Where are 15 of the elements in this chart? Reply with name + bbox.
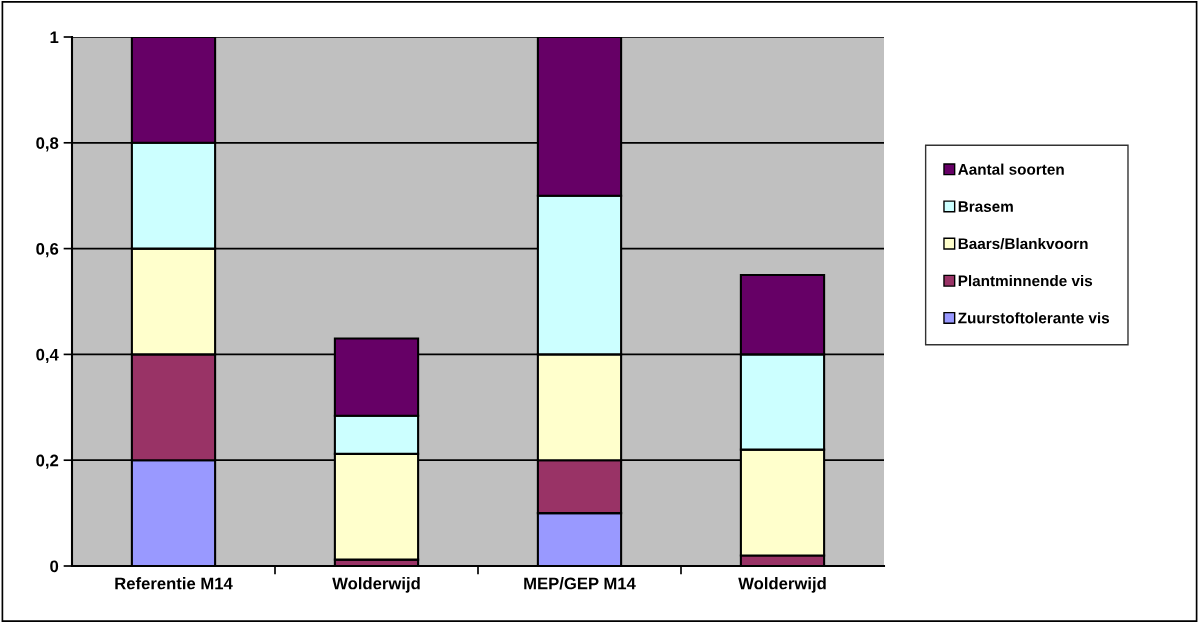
y-tick-label: 0,8 bbox=[36, 137, 59, 152]
y-tick-label: 0 bbox=[50, 560, 59, 573]
x-tick-label: Wolderwijd bbox=[738, 577, 826, 593]
x-tick-label: MEP/GEP M14 bbox=[524, 577, 636, 590]
y-tick-label: 0,4 bbox=[36, 348, 59, 364]
legend-label: Aantal soorten bbox=[958, 163, 1064, 175]
legend-label: Baars/Blankvoorn bbox=[958, 237, 1088, 250]
x-tick-label: Referentie M14 bbox=[115, 577, 233, 590]
legend-label: Plantminnende vis bbox=[958, 275, 1093, 287]
y-tick-label: 0,6 bbox=[36, 243, 59, 258]
x-tick-label: Wolderwijd bbox=[332, 577, 420, 593]
legend-label: Brasem bbox=[958, 201, 1013, 212]
y-tick-label: 0,2 bbox=[36, 454, 59, 469]
legend-label: Zuurstoftolerante vis bbox=[958, 312, 1110, 324]
y-tick-label: 1 bbox=[50, 31, 59, 44]
